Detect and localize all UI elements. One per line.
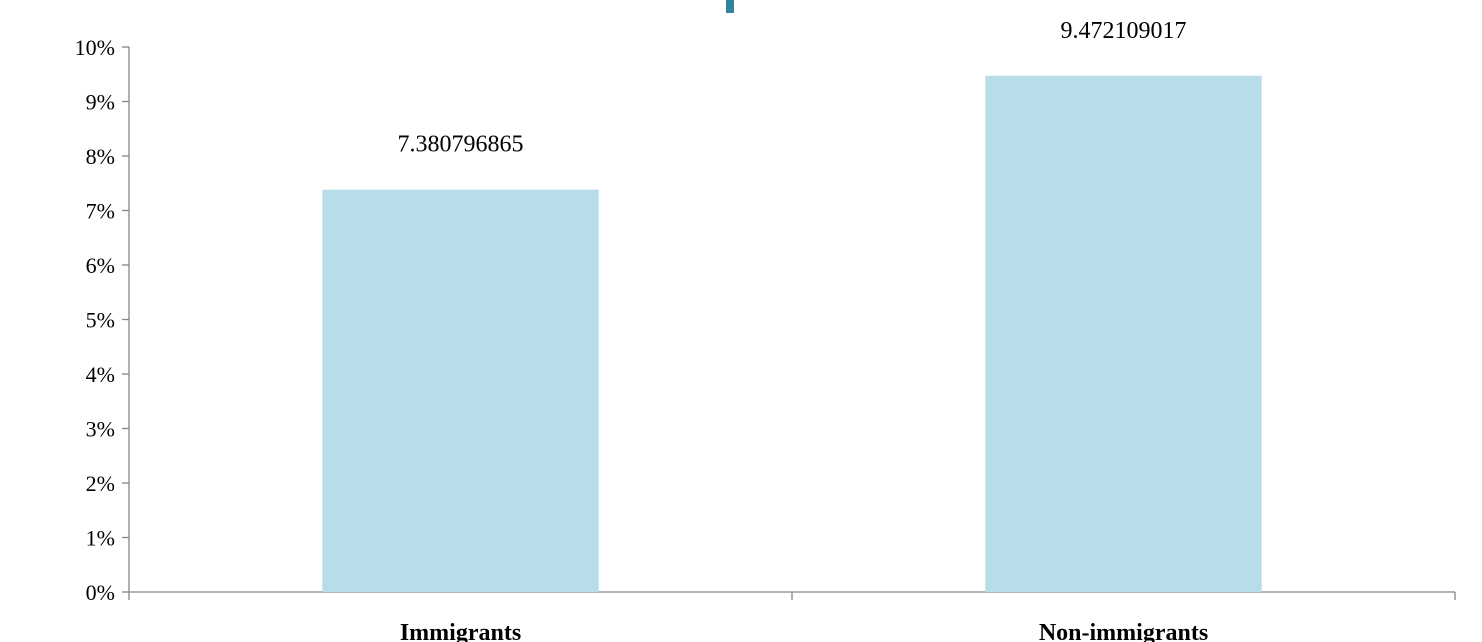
y-tick-label: 3% xyxy=(86,417,115,442)
y-tick-label: 5% xyxy=(86,308,115,333)
y-tick-label: 7% xyxy=(86,199,115,224)
bar-immigrants xyxy=(322,189,599,592)
y-tick-label: 9% xyxy=(86,90,115,115)
data-label: 7.380796865 xyxy=(398,132,524,158)
y-tick-label: 8% xyxy=(86,144,115,169)
y-axis: 0% 1% 2% 3% 4% 5% 6% 7% 8% 9% 10% xyxy=(75,35,130,605)
data-label: 9.472109017 xyxy=(1061,18,1187,44)
y-tick-label: 0% xyxy=(86,580,115,605)
category-labels-group: Immigrants Non-immigrants xyxy=(400,620,1208,642)
data-labels-group: 7.380796865 9.472109017 xyxy=(398,18,1187,158)
bars-group xyxy=(322,75,1262,592)
x-axis xyxy=(128,591,1456,600)
x-category-label: Non-immigrants xyxy=(1039,620,1208,642)
y-tick-label: 4% xyxy=(86,362,115,387)
y-tick-label: 6% xyxy=(86,253,115,278)
y-tick-label: 1% xyxy=(86,526,115,551)
y-tick-label: 2% xyxy=(86,471,115,496)
x-category-label: Immigrants xyxy=(400,620,521,642)
y-tick-label: 10% xyxy=(75,35,115,60)
bar-non-immigrants xyxy=(985,75,1262,592)
partial-title-glyph xyxy=(726,0,734,13)
